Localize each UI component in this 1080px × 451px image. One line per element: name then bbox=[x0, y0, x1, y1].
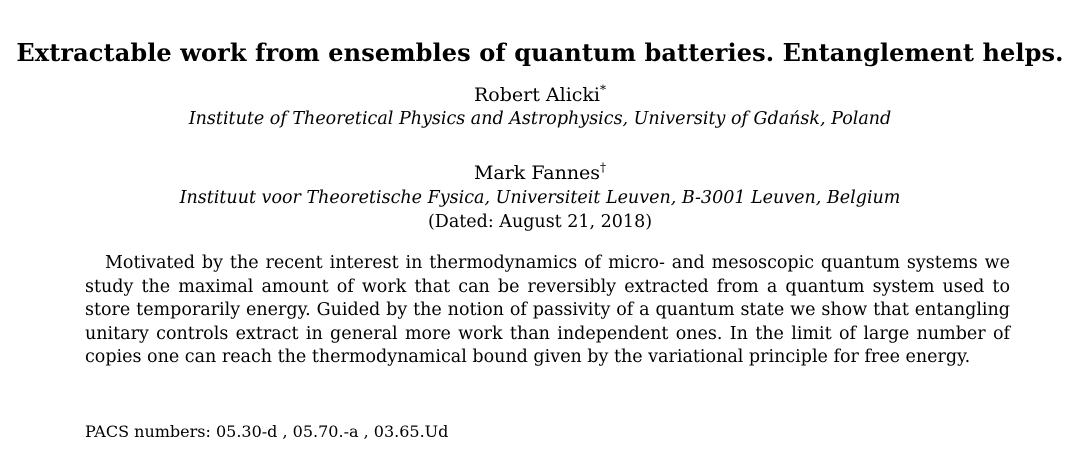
dated-line: (Dated: August 21, 2018) bbox=[427, 212, 653, 232]
author-affiliation-1: Institute of Theoretical Physics and Ast… bbox=[188, 109, 892, 129]
author-affiliation-2: Instituut voor Theoretische Fysica, Univ… bbox=[179, 188, 901, 208]
author-1-footnote-mark: * bbox=[600, 82, 606, 97]
author-2-name-text: Mark Fannes bbox=[473, 162, 601, 184]
pacs-numbers: PACS numbers: 05.30-d , 05.70.-a , 03.65… bbox=[85, 422, 449, 441]
author-2-footnote-mark: † bbox=[600, 160, 607, 175]
author-name-2: Mark Fannes† bbox=[0, 162, 1080, 184]
abstract: Motivated by the recent interest in ther… bbox=[85, 253, 1010, 368]
author-1-name-text: Robert Alicki bbox=[473, 84, 600, 106]
author-name-1: Robert Alicki* bbox=[0, 84, 1080, 106]
paper-title: Extractable work from ensembles of quant… bbox=[16, 38, 1064, 68]
